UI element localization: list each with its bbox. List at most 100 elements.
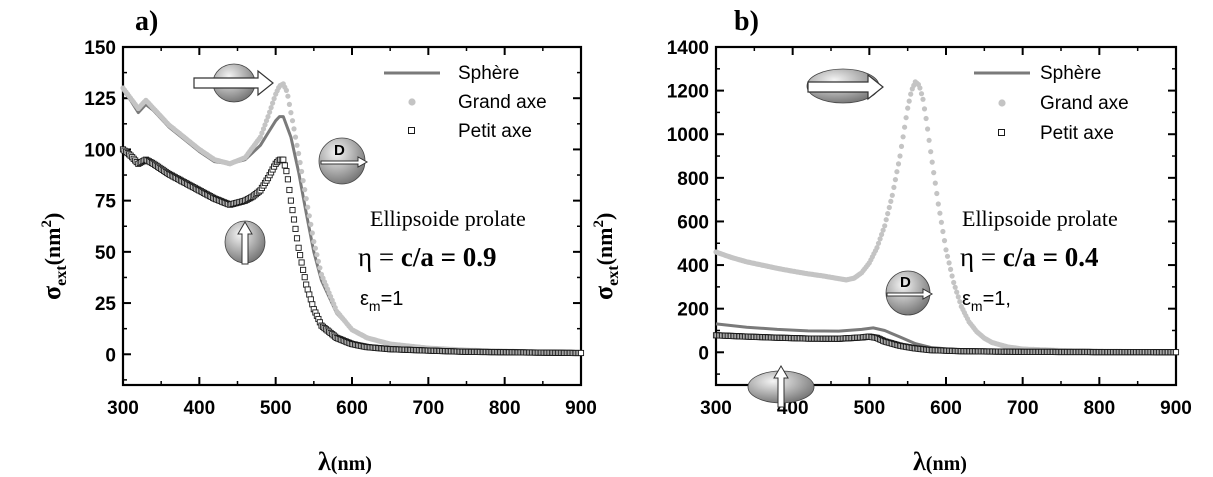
panel-b-series-grand-axe-point — [955, 294, 961, 300]
panel-a-series-petit-axe-point — [306, 291, 313, 298]
panel-b-series-grand-axe-point — [886, 204, 892, 211]
panel-b-xlabel: λ(nm) — [913, 447, 967, 476]
panel-a-series-grand-axe-point — [300, 178, 306, 184]
panel-a-series-grand-axe-point — [286, 101, 292, 107]
panel-b-series-grand-axe-point — [877, 236, 883, 242]
panel-b-series-grand-axe-point — [880, 227, 886, 233]
panel-a-ytick-label: 50 — [95, 243, 116, 264]
panel-b-xtick-label: 600 — [930, 398, 962, 419]
panel-b-annotation-epsilon: εm=1, — [962, 288, 1011, 314]
panel-a-series-petit-axe-point — [295, 244, 302, 251]
panel-a-ylabel: σext(nm2) — [37, 213, 70, 300]
panel-b-ellipsoid-diameter-icon: D — [885, 270, 934, 316]
panel-b-xtick-label: 900 — [1160, 398, 1192, 419]
panel-a-legend: Sphère Grand axe Petit axe — [384, 63, 547, 142]
panel-b-series-grand-axe-point — [888, 198, 894, 204]
panel-b-ytick-label: 0 — [698, 343, 709, 364]
panel-a-ytick-label: 125 — [84, 89, 116, 110]
panel-a-series-grand-axe-point — [259, 130, 265, 136]
panel-b-series-grand-axe-point — [938, 219, 945, 225]
panel-b-series-grand-axe-point — [900, 134, 906, 140]
panel-b-series-grand-axe-point — [906, 98, 912, 104]
panel-a-ytick-label: 25 — [95, 294, 117, 315]
panel-b-eta-prefix: η = — [960, 242, 1003, 272]
panel-a-series-petit-axe-point — [304, 286, 311, 293]
panel-b-series-grand-axe-point — [929, 159, 935, 165]
panel-a-series-petit-axe-point — [289, 207, 296, 214]
panel-a-series-grand-axe-point — [292, 134, 299, 140]
panel-b-series-grand-axe-point — [946, 260, 952, 266]
panel-a-series-grand-axe-point — [299, 168, 305, 175]
panel-b-label: b) — [734, 6, 759, 37]
panel-b-series-grand-axe-point — [902, 124, 908, 130]
panel-a-legend-swatch-petit-axe — [408, 127, 415, 134]
panel-a-series-petit-axe-point — [283, 168, 290, 175]
panel-a-series-petit-axe-point — [280, 156, 287, 163]
panel-b-ytick-label: 200 — [677, 300, 709, 321]
panel-a-xtick-label: 300 — [107, 398, 139, 419]
panel-a-xtick-label: 400 — [183, 398, 215, 419]
panel-b-series-grand-axe-point — [895, 161, 902, 167]
panel-b-ellipsoid-long-axis-icon — [806, 68, 884, 104]
panel-a-series-grand-axe-point — [311, 239, 317, 245]
panel-a-series-grand-axe-point — [294, 142, 300, 148]
panel-b-eps-main: ε — [962, 288, 971, 310]
panel-b-chart: b) 300 400 500 600 700 800 9000200400600800100… — [589, 6, 1192, 476]
panel-a-series-grand-axe-point — [306, 213, 312, 219]
panel-b-series-grand-axe-point — [920, 96, 926, 102]
panel-a-series-petit-axe-point — [281, 162, 288, 169]
panel-a-series-petit-axe-point — [292, 225, 299, 232]
panel-b-series-grand-axe-point — [892, 177, 899, 183]
panel-b-series-grand-axe-point — [931, 170, 937, 176]
panel-a-ylabel-main: σ — [37, 286, 66, 300]
panel-a-series-grand-axe-point — [270, 100, 276, 106]
panel-b-series-grand-axe-point — [949, 273, 955, 279]
panel-a-annotation-eta: η = c/a = 0.9 — [358, 242, 496, 272]
panel-a-series-grand-axe-point — [303, 196, 309, 202]
panel-a-legend-petit-axe: Petit axe — [458, 121, 532, 142]
panel-a-series-petit-axe-point — [293, 235, 301, 242]
panel-a-tick-group: 300 400 500 600 700 800 900 0 25 50 75 100 125 150 — [84, 38, 597, 419]
panel-a-series-petit-axe-point — [309, 301, 316, 308]
panel-a-ytick-label: 0 — [105, 345, 116, 366]
panel-b-series-grand-axe-point — [954, 289, 960, 295]
panel-b-series-grand-axe-point — [921, 106, 928, 112]
panel-a-ylabel-sup: 2 — [39, 220, 55, 228]
panel-a-series-grand-axe-point — [312, 245, 318, 251]
panel-b-series-grand-axe-point — [879, 231, 885, 238]
panel-b-series-grand-axe-point — [898, 143, 905, 149]
panel-a-eps-sub: m — [369, 298, 381, 314]
panel-b-series-grand-axe-point — [928, 149, 934, 155]
panel-b-ylabel-sup: 2 — [591, 220, 607, 228]
panel-a-series-grand-axe-point — [296, 150, 302, 157]
panel-b-series-grand-axe-point — [944, 253, 951, 259]
panel-b-eta-expr: c/a = 0.4 — [1003, 242, 1099, 272]
panel-a-eps-value: =1 — [381, 288, 404, 310]
panel-a-series-grand-axe-point — [263, 118, 270, 124]
panel-a-series-petit-axe-point — [577, 349, 585, 357]
panel-b-series-grand-axe-point — [940, 228, 946, 235]
panel-b-legend-swatch-petit-axe — [998, 129, 1005, 136]
panel-b-ylabel: σext(nm2) — [589, 213, 622, 300]
panel-a-ytick-label: 100 — [84, 140, 116, 161]
panel-a-series-petit-axe-point — [298, 259, 305, 266]
panel-b-series-grand-axe-point — [874, 245, 880, 251]
panel-b-series-grand-axe-point — [932, 180, 938, 186]
panel-a-series-petit-axe-point — [307, 296, 314, 303]
panel-a-series-group — [119, 81, 585, 357]
panel-b-series-grand-axe-point — [937, 210, 943, 216]
panel-a-series-grand-axe-point — [297, 159, 303, 166]
panel-a-eps-main: ε — [360, 288, 369, 310]
panel-a-series-petit-axe-point — [284, 176, 291, 183]
panel-b-eps-sub: m — [971, 298, 983, 314]
panel-b-series-grand-axe-point — [925, 126, 931, 132]
panel-a-eta-expr: c/a = 0.9 — [401, 242, 497, 272]
panel-b-series-grand-axe-point — [905, 105, 911, 111]
panel-b-series-grand-axe-point — [908, 91, 914, 97]
panel-a-ytick-label: 150 — [84, 38, 116, 59]
panel-a-series-grand-axe-point — [291, 126, 297, 132]
panel-a-series-grand-axe-point — [309, 230, 315, 236]
panel-b-series-grand-axe-point — [951, 279, 957, 286]
panel-a-series-grand-axe-point — [268, 105, 274, 111]
panel-b-ylabel-unit: (nm — [592, 228, 617, 266]
